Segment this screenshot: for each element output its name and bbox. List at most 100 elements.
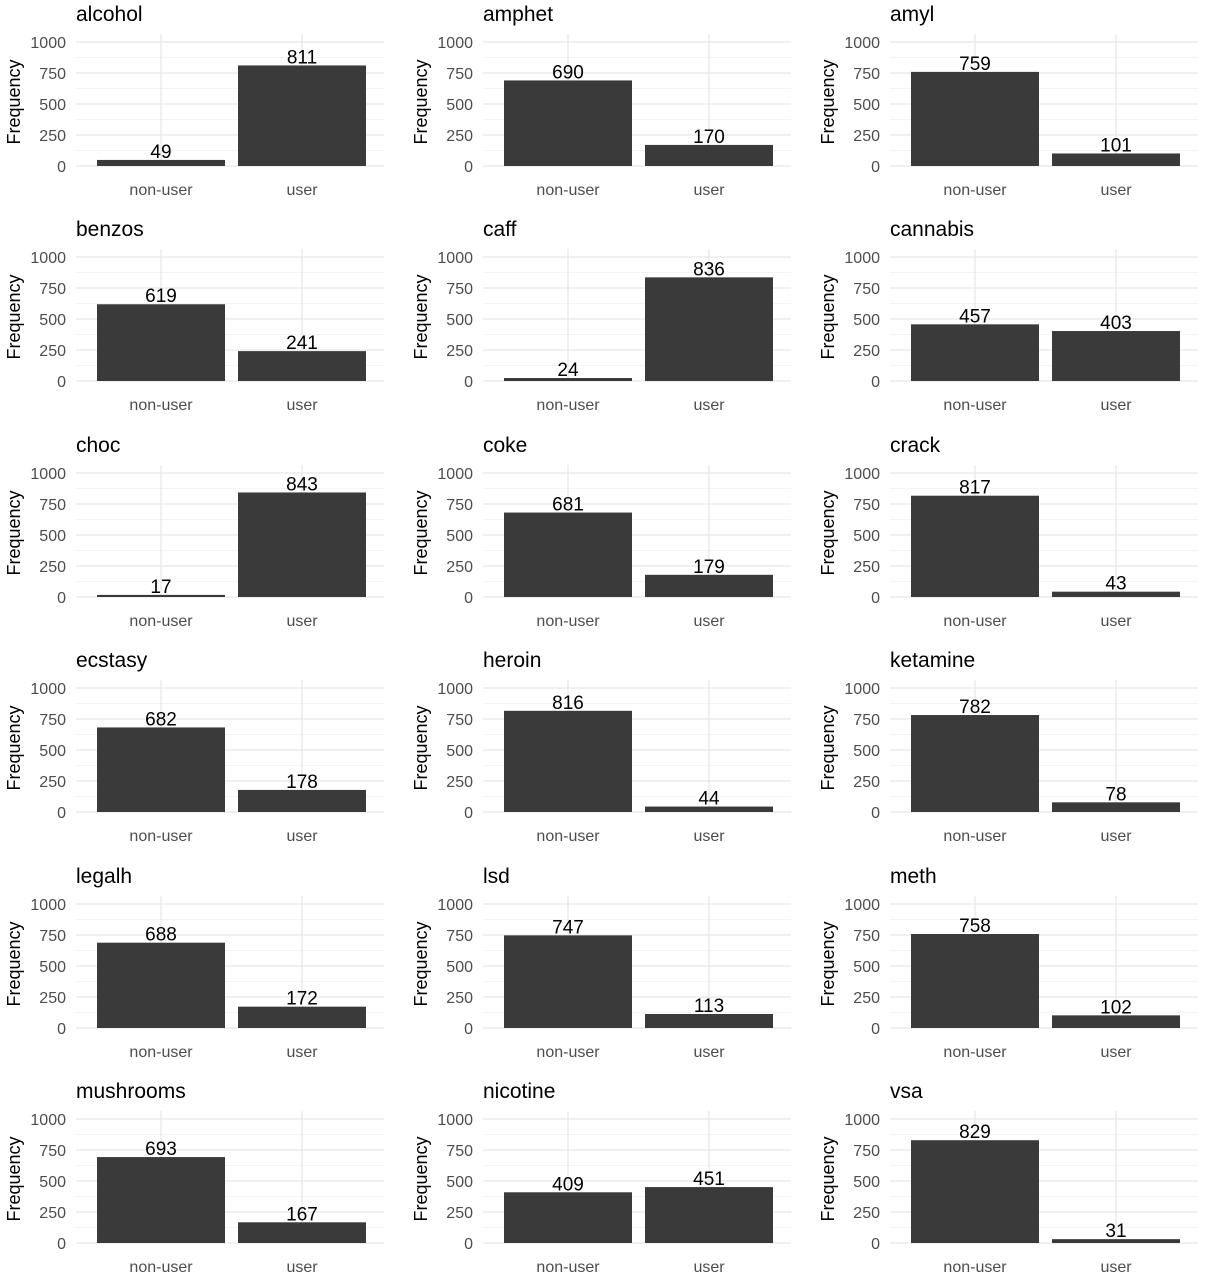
x-tick-label: user — [693, 1044, 725, 1061]
y-tick-label: 1000 — [844, 35, 880, 52]
y-tick-label: 500 — [853, 1174, 880, 1191]
data-label: 682 — [145, 709, 177, 730]
panel-cannabis: 457 403 0 250 500 750 1000 non-user user Frequenc… — [818, 218, 1198, 414]
y-axis-title: Frequency — [411, 59, 431, 144]
x-tick-label: user — [693, 828, 725, 845]
bar-cannabis-user — [1052, 331, 1180, 381]
y-axis-title: Frequency — [818, 59, 838, 144]
x-tick-label: user — [1100, 397, 1132, 414]
y-tick-label: 0 — [57, 805, 66, 822]
y-tick-label: 500 — [39, 312, 66, 329]
y-tick-label: 500 — [853, 959, 880, 976]
bar-nicotine-user — [645, 1187, 773, 1243]
panel-crack: 817 43 0 250 500 750 1000 non-user user Frequency… — [818, 434, 1198, 630]
data-label: 172 — [286, 989, 318, 1010]
data-label: 619 — [145, 286, 177, 307]
y-tick-label: 0 — [464, 374, 473, 391]
x-tick-label: user — [693, 182, 725, 199]
y-tick-label: 1000 — [30, 1112, 66, 1129]
y-tick-label: 1000 — [437, 250, 473, 267]
y-tick-label: 500 — [39, 97, 66, 114]
y-tick-label: 0 — [464, 590, 473, 607]
data-label: 457 — [959, 306, 991, 327]
y-tick-label: 500 — [853, 97, 880, 114]
data-label: 688 — [145, 925, 177, 946]
panel-title: caff — [483, 218, 517, 241]
data-label: 829 — [959, 1122, 991, 1143]
data-label: 409 — [552, 1174, 584, 1195]
y-tick-label: 0 — [464, 1236, 473, 1253]
data-label: 782 — [959, 697, 991, 718]
y-tick-label: 1000 — [30, 681, 66, 698]
data-label: 43 — [1105, 574, 1126, 595]
y-tick-label: 500 — [39, 959, 66, 976]
bar-amphet-user — [645, 144, 773, 166]
bar-benzos-non-user — [97, 304, 225, 381]
x-tick-label: non-user — [536, 828, 600, 845]
y-tick-label: 1000 — [437, 466, 473, 483]
x-tick-label: non-user — [129, 397, 193, 414]
bar-crack-non-user — [911, 495, 1039, 597]
y-axis-title: Frequency — [4, 274, 24, 359]
y-tick-label: 0 — [57, 159, 66, 176]
y-tick-label: 750 — [39, 497, 66, 514]
x-tick-label: non-user — [536, 182, 600, 199]
data-label: 178 — [286, 772, 318, 793]
y-tick-label: 0 — [871, 805, 880, 822]
panel-title: ecstasy — [76, 649, 148, 672]
panel-vsa: 829 31 0 250 500 750 1000 non-user user Frequency… — [818, 1080, 1198, 1274]
bar-ketamine-user — [1052, 802, 1180, 812]
panel-title: meth — [890, 865, 937, 888]
data-label: 758 — [959, 916, 991, 937]
x-tick-label: non-user — [943, 397, 1007, 414]
panel-title: nicotine — [483, 1080, 555, 1103]
y-tick-label: 0 — [871, 1021, 880, 1038]
y-tick-label: 250 — [39, 990, 66, 1007]
panel-title: heroin — [483, 649, 541, 672]
bar-ecstasy-user — [238, 789, 366, 812]
y-axis-title: Frequency — [818, 490, 838, 575]
y-tick-label: 500 — [853, 528, 880, 545]
y-tick-label: 750 — [853, 497, 880, 514]
panel-mushrooms: 693 167 0 250 500 750 1000 non-user user Frequenc… — [4, 1080, 384, 1274]
data-label: 24 — [557, 360, 579, 381]
panel-ketamine: 782 78 0 250 500 750 1000 non-user user Frequency… — [818, 649, 1198, 845]
y-tick-label: 0 — [871, 159, 880, 176]
y-tick-label: 250 — [853, 990, 880, 1007]
y-tick-label: 500 — [446, 97, 473, 114]
y-tick-label: 1000 — [844, 466, 880, 483]
y-tick-label: 250 — [39, 559, 66, 576]
y-tick-label: 0 — [464, 1021, 473, 1038]
data-label: 17 — [150, 577, 171, 598]
data-label: 693 — [145, 1139, 177, 1160]
y-tick-label: 750 — [39, 66, 66, 83]
panel-legalh: 688 172 0 250 500 750 1000 non-user user Frequenc… — [4, 865, 384, 1061]
x-tick-label: user — [286, 397, 318, 414]
panel-amyl: 759 101 0 250 500 750 1000 non-user user Frequenc… — [818, 3, 1198, 199]
x-tick-label: user — [1100, 182, 1132, 199]
data-label: 179 — [693, 557, 725, 578]
y-tick-label: 500 — [446, 743, 473, 760]
y-tick-label: 250 — [853, 343, 880, 360]
y-axis-title: Frequency — [411, 1136, 431, 1221]
data-label: 451 — [693, 1169, 725, 1190]
bar-mushrooms-non-user — [97, 1157, 225, 1243]
bar-crack-user — [1052, 591, 1180, 597]
x-tick-label: non-user — [129, 1044, 193, 1061]
y-axis-title: Frequency — [4, 59, 24, 144]
y-axis-title: Frequency — [818, 921, 838, 1006]
y-axis-title: Frequency — [4, 705, 24, 790]
y-tick-label: 750 — [853, 928, 880, 945]
y-tick-label: 250 — [446, 128, 473, 145]
y-tick-label: 750 — [446, 497, 473, 514]
y-tick-label: 500 — [446, 528, 473, 545]
bar-coke-non-user — [504, 512, 632, 597]
x-tick-label: non-user — [129, 1259, 193, 1274]
x-tick-label: user — [693, 397, 725, 414]
bar-heroin-non-user — [504, 710, 632, 812]
bar-meth-non-user — [911, 934, 1039, 1028]
panel-caff: 24 836 0 250 500 750 1000 non-user user Frequency… — [411, 218, 791, 414]
bar-amphet-non-user — [504, 80, 632, 166]
data-label: 811 — [287, 47, 317, 68]
y-tick-label: 1000 — [844, 681, 880, 698]
